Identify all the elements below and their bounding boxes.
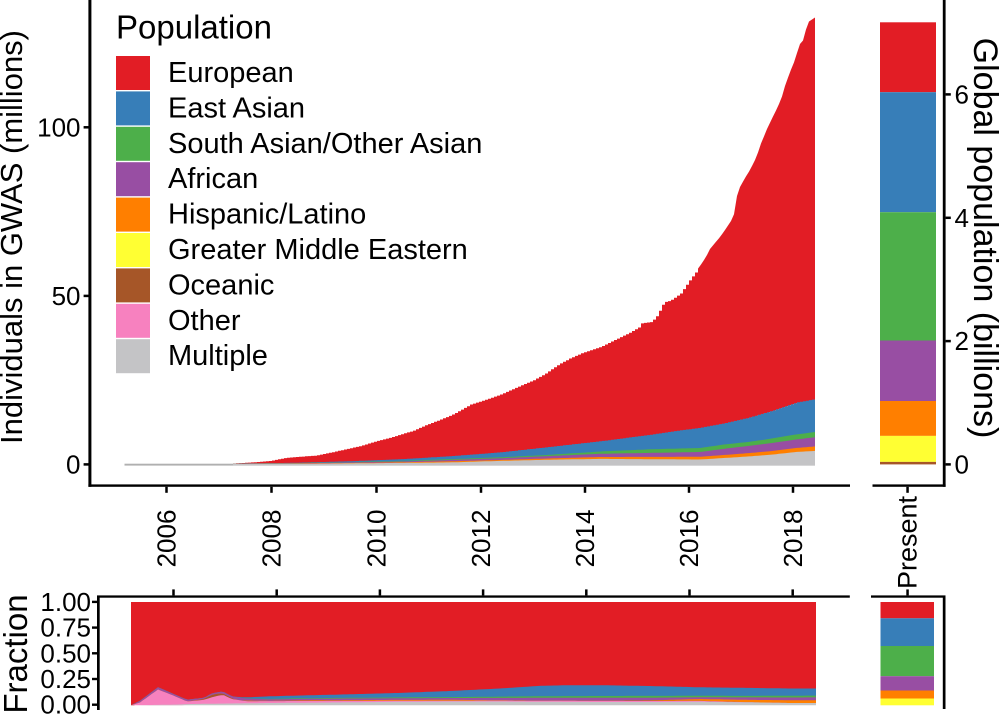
svg-text:European: European xyxy=(168,57,294,89)
svg-text:4: 4 xyxy=(955,203,969,233)
svg-text:1.00: 1.00 xyxy=(40,587,91,617)
svg-text:Population: Population xyxy=(116,9,272,46)
svg-text:2016: 2016 xyxy=(674,510,704,568)
svg-text:African: African xyxy=(168,163,258,195)
svg-text:2008: 2008 xyxy=(257,510,287,568)
svg-text:2018: 2018 xyxy=(778,510,808,568)
svg-text:2006: 2006 xyxy=(152,510,182,568)
svg-text:Fraction: Fraction xyxy=(0,594,34,713)
svg-text:Oceanic: Oceanic xyxy=(168,269,274,301)
svg-text:2012: 2012 xyxy=(466,510,496,568)
svg-text:South Asian/Other Asian: South Asian/Other Asian xyxy=(168,128,482,160)
svg-text:Hispanic/Latino: Hispanic/Latino xyxy=(168,199,366,231)
svg-text:2010: 2010 xyxy=(362,510,392,568)
svg-text:Present: Present xyxy=(893,495,923,589)
svg-text:0.50: 0.50 xyxy=(40,638,91,668)
svg-text:0.25: 0.25 xyxy=(40,664,91,694)
svg-text:Individuals in GWAS (millions): Individuals in GWAS (millions) xyxy=(0,30,29,444)
svg-text:2014: 2014 xyxy=(570,510,600,568)
svg-text:0.00: 0.00 xyxy=(40,690,91,717)
svg-text:100: 100 xyxy=(37,112,80,142)
svg-text:Multiple: Multiple xyxy=(168,340,268,372)
svg-text:50: 50 xyxy=(52,281,81,311)
svg-text:2: 2 xyxy=(955,326,969,356)
svg-text:0: 0 xyxy=(66,449,80,479)
svg-text:Other: Other xyxy=(168,305,241,337)
svg-text:East Asian: East Asian xyxy=(168,92,305,124)
svg-text:0: 0 xyxy=(955,449,969,479)
svg-text:0.75: 0.75 xyxy=(40,613,91,643)
svg-text:Global population (billions): Global population (billions) xyxy=(966,38,1000,439)
svg-text:Greater Middle Eastern: Greater Middle Eastern xyxy=(168,234,468,266)
svg-text:6: 6 xyxy=(955,79,969,109)
